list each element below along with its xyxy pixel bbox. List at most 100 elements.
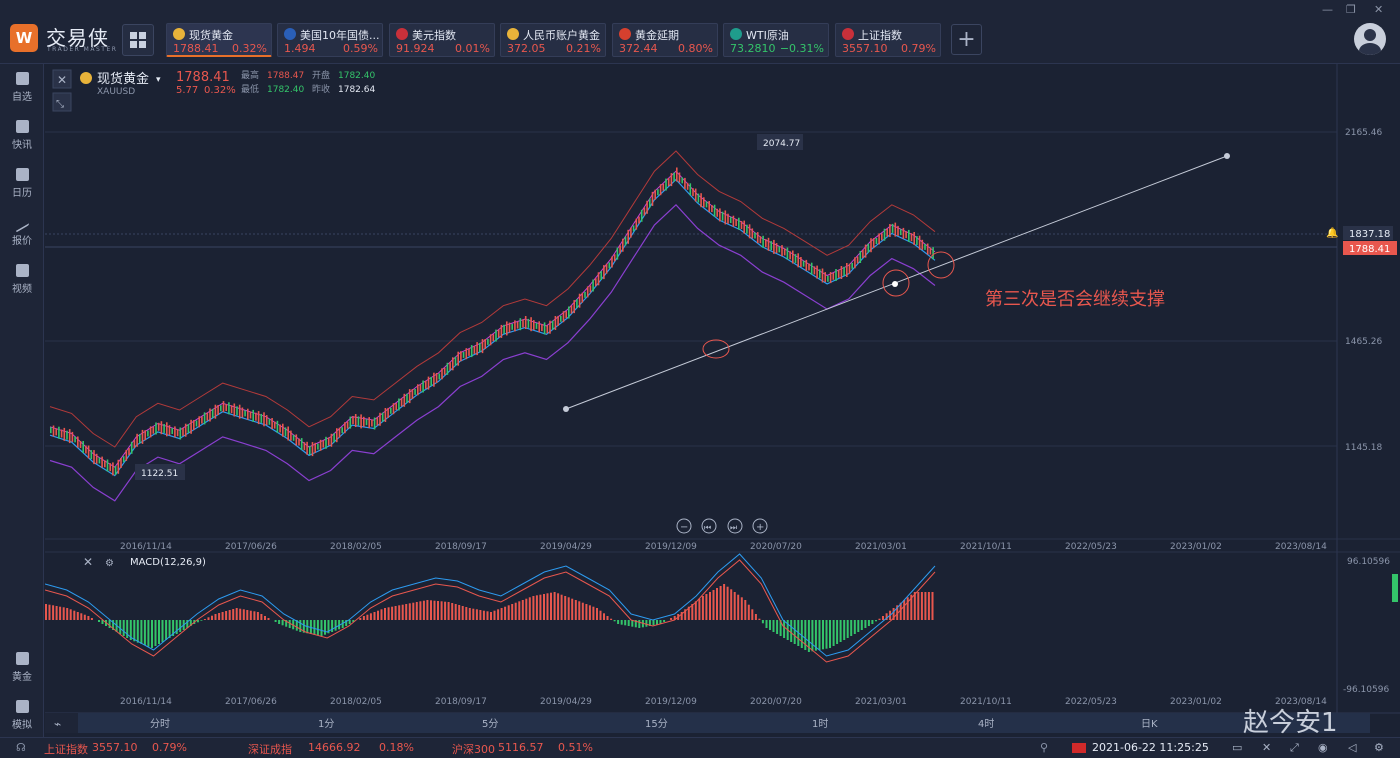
timeframe-tab[interactable]: 1分 xyxy=(318,718,334,730)
indicator-chart-icon[interactable]: ⌁ xyxy=(54,717,61,731)
candle xyxy=(619,245,621,254)
ticker-card[interactable]: 现货黄金 1788.41 0.32% xyxy=(166,23,272,57)
macd-bar xyxy=(500,608,503,620)
sidebar-item-news[interactable]: 快讯 xyxy=(0,120,44,151)
candle xyxy=(708,201,710,212)
candle xyxy=(643,207,646,216)
candle xyxy=(805,259,808,271)
candle xyxy=(133,440,136,449)
macd-bar xyxy=(345,620,348,626)
candle xyxy=(600,271,602,280)
tools-icon[interactable]: ✕ xyxy=(1262,741,1272,754)
candle xyxy=(703,197,705,208)
timeframe-tab[interactable]: 5分 xyxy=(482,718,498,730)
macd-bar xyxy=(479,610,482,620)
scroll-start-button[interactable] xyxy=(701,518,717,534)
scroll-end-button[interactable] xyxy=(727,518,743,534)
candle xyxy=(792,250,794,264)
mute-icon[interactable]: ◁ xyxy=(1348,741,1357,754)
zoom-out-button[interactable] xyxy=(676,518,692,534)
camera-icon[interactable]: ◉ xyxy=(1318,741,1328,754)
candle xyxy=(905,231,907,239)
symbol-name[interactable]: 现货黄金 xyxy=(97,71,149,87)
candle xyxy=(433,372,435,387)
network-icon[interactable]: ⚲ xyxy=(1040,741,1049,754)
macd-bar xyxy=(189,620,192,626)
ticker-card[interactable]: 美元指数 91.924 0.01% xyxy=(389,23,495,57)
macd-bar xyxy=(196,620,199,623)
ticker-card[interactable]: 人民币账户黄金 372.05 0.21% xyxy=(500,23,606,57)
candle xyxy=(352,416,354,425)
candle xyxy=(889,224,891,237)
ticker-card[interactable]: 上证指数 3557.10 0.79% xyxy=(835,23,941,57)
macd-settings-icon[interactable]: ⚙ xyxy=(105,558,114,569)
macd-bar xyxy=(829,620,831,648)
candle xyxy=(503,324,505,334)
timeframe-tab[interactable]: 1时 xyxy=(812,718,828,730)
bell-icon[interactable]: 🔔 xyxy=(1326,227,1338,239)
user-avatar[interactable] xyxy=(1354,23,1386,55)
candle xyxy=(354,414,357,427)
grid-layout-button[interactable] xyxy=(122,24,154,56)
status-index-change: 0.51% xyxy=(558,741,593,754)
close-icon[interactable]: ✕ xyxy=(1374,3,1384,16)
zoom-in-button[interactable] xyxy=(752,518,768,534)
restore-icon[interactable]: ❐ xyxy=(1346,3,1356,16)
close-chart-button[interactable] xyxy=(52,69,72,89)
status-index-name[interactable]: 深证成指 xyxy=(248,743,292,756)
candle xyxy=(489,334,492,346)
close-macd-icon[interactable]: ✕ xyxy=(83,555,93,569)
ticker-card[interactable]: 美国10年国债... 1.494 0.59% xyxy=(277,23,383,57)
candle xyxy=(622,238,624,252)
macd-bar xyxy=(839,620,842,642)
macd-bar xyxy=(673,616,676,620)
macd-bar xyxy=(175,620,178,634)
candle xyxy=(408,389,411,404)
macd-bar xyxy=(822,620,824,650)
timeframe-tab[interactable]: 分时 xyxy=(150,718,170,730)
low-annotation: 1122.51 xyxy=(141,469,178,479)
trend-line-endpoint[interactable] xyxy=(1224,153,1230,159)
candle xyxy=(872,238,875,249)
trend-line-start[interactable] xyxy=(563,406,569,412)
sidebar-item-simulation[interactable]: 模拟 xyxy=(0,700,44,731)
sidebar-item-gold[interactable]: 黄金 xyxy=(0,652,44,683)
status-index-name[interactable]: 沪深300 xyxy=(452,743,495,756)
macd-scroll-indicator[interactable] xyxy=(1392,574,1398,602)
price-chart[interactable]: ✕ ⤡ 现货黄金 ▾ XAUUSD 1788.41 5.77 0.32% 最高 … xyxy=(44,64,1400,738)
candle xyxy=(864,244,867,258)
add-ticker-button[interactable]: + xyxy=(951,24,982,55)
status-index-name[interactable]: 上证指数 xyxy=(44,743,88,756)
sidebar-item-calendar[interactable]: 日历 xyxy=(0,168,44,199)
sidebar-item-quotes[interactable]: 报价 xyxy=(0,212,44,247)
timeframe-tab[interactable]: 15分 xyxy=(645,718,668,730)
macd-bar xyxy=(525,598,528,620)
headset-icon[interactable]: ☊ xyxy=(16,741,26,754)
timeframe-tab[interactable]: 日K xyxy=(1141,719,1158,730)
settings-icon[interactable]: ⚙ xyxy=(1374,741,1384,754)
ticker-card[interactable]: 黄金延期 372.44 0.80% xyxy=(612,23,718,57)
candle xyxy=(50,427,52,434)
candle xyxy=(435,373,438,383)
macd-bar xyxy=(454,604,457,620)
candle xyxy=(508,322,511,333)
candle xyxy=(179,427,182,440)
date-tick: 2018/02/05 xyxy=(330,542,382,552)
symbol-dropdown-icon[interactable]: ▾ xyxy=(156,75,161,85)
candle xyxy=(576,299,578,309)
expand-icon[interactable]: ⤢ xyxy=(1290,741,1299,754)
candle xyxy=(287,426,289,441)
screen-icon[interactable]: ▭ xyxy=(1232,741,1243,754)
ticker-card[interactable]: WTI原油 73.2810 −0.31% xyxy=(723,23,829,57)
timeframe-tab[interactable]: 4时 xyxy=(978,718,994,730)
macd-bar xyxy=(207,617,210,620)
macd-bar xyxy=(892,608,895,620)
macd-bar xyxy=(108,620,111,628)
collapse-chart-button[interactable] xyxy=(52,92,72,112)
sidebar-item-watchlist[interactable]: 自选 xyxy=(0,72,44,103)
macd-bar xyxy=(62,607,65,620)
candle xyxy=(327,437,330,446)
sidebar-item-video[interactable]: 视频 xyxy=(0,264,44,295)
chart-panel[interactable]: ✕ ⤡ 现货黄金 ▾ XAUUSD 1788.41 5.77 0.32% 最高 … xyxy=(44,64,1400,738)
minimize-icon[interactable]: — xyxy=(1322,3,1333,16)
